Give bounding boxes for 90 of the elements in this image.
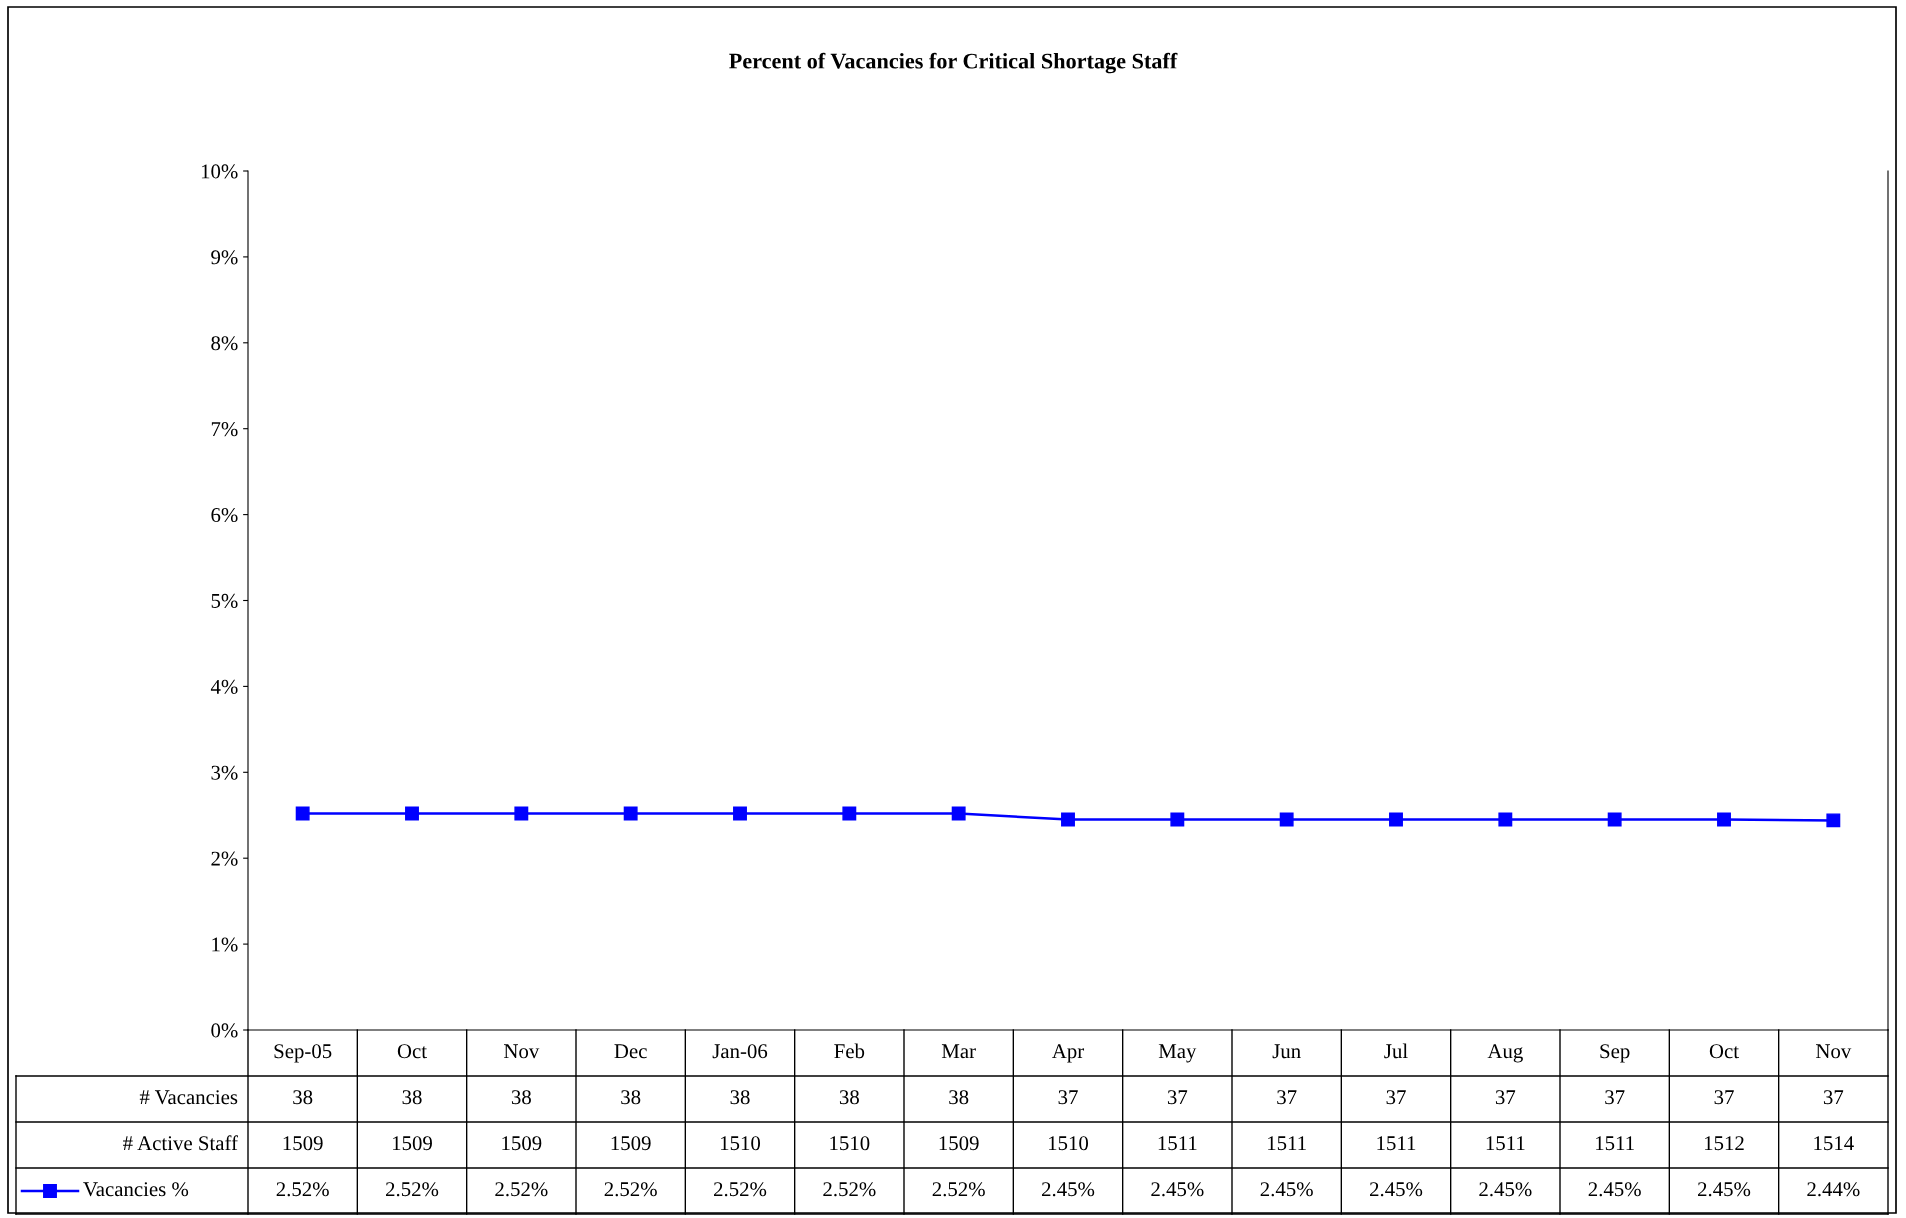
y-tick-label: 2% bbox=[211, 851, 238, 866]
data-label: 2.52% bbox=[932, 1182, 985, 1197]
text: # Vacancies bbox=[139, 1090, 238, 1105]
x-tick-label: Feb bbox=[834, 1043, 865, 1059]
text: 37 bbox=[1495, 1090, 1516, 1105]
y-tick-label: 3% bbox=[211, 765, 238, 780]
data-label: 2.52% bbox=[823, 1182, 876, 1197]
data-label: 2.52% bbox=[495, 1182, 548, 1197]
x-tick-label: Nov bbox=[503, 1044, 540, 1059]
x-tick-label: Oct bbox=[1709, 1044, 1739, 1059]
point bbox=[733, 806, 747, 821]
text: 37 bbox=[1277, 1090, 1297, 1105]
y-tick-label: 8% bbox=[211, 336, 238, 351]
x-tick-label: Jun bbox=[1272, 1044, 1301, 1059]
data-label: 2.45% bbox=[1588, 1182, 1641, 1197]
text: 38 bbox=[730, 1090, 750, 1105]
point bbox=[1717, 812, 1731, 827]
text: 1511 bbox=[1486, 1136, 1525, 1151]
y-tick-label: 5% bbox=[211, 593, 238, 608]
point bbox=[1826, 813, 1841, 828]
text: 38 bbox=[511, 1090, 531, 1105]
data-label: 2.52% bbox=[386, 1182, 439, 1197]
y-tick-label: 6% bbox=[211, 507, 238, 523]
text: 37 bbox=[1386, 1090, 1406, 1105]
text: 37 bbox=[1058, 1090, 1078, 1105]
text: 1510 bbox=[830, 1136, 870, 1151]
point bbox=[514, 806, 529, 821]
text: 1509 bbox=[502, 1136, 542, 1151]
x-tick-label: May bbox=[1158, 1044, 1197, 1063]
text: 1511 bbox=[1158, 1136, 1197, 1151]
text: 1510 bbox=[1049, 1136, 1089, 1151]
text: 1511 bbox=[1268, 1136, 1306, 1151]
text: # Active Staff bbox=[123, 1135, 238, 1151]
text: 1510 bbox=[721, 1136, 761, 1151]
x-tick-label: Jul bbox=[1384, 1043, 1408, 1059]
data-label: 2.45% bbox=[1370, 1182, 1423, 1197]
x-tick-label: Sep bbox=[1600, 1044, 1630, 1063]
y-tick-label: 9% bbox=[211, 250, 238, 265]
data-label: 2.52% bbox=[714, 1182, 767, 1197]
point bbox=[1170, 812, 1185, 827]
text: 1514 bbox=[1814, 1136, 1854, 1151]
y-tick-label: 1% bbox=[212, 937, 238, 952]
y-tick-label: 4% bbox=[210, 679, 238, 694]
text: 1509 bbox=[611, 1136, 651, 1151]
x-tick-label: Aug bbox=[1487, 1044, 1523, 1063]
text: 1511 bbox=[1596, 1136, 1634, 1151]
text: 1509 bbox=[939, 1136, 979, 1151]
data-label: 2.45% bbox=[1042, 1182, 1095, 1197]
x-tick-label: Sep-05 bbox=[274, 1044, 332, 1063]
point bbox=[1389, 812, 1403, 827]
text: 37 bbox=[1823, 1090, 1844, 1105]
text: 1509 bbox=[393, 1136, 432, 1151]
data-label: 2.52% bbox=[604, 1182, 657, 1197]
point bbox=[1061, 812, 1075, 827]
point bbox=[951, 806, 966, 821]
text: 38 bbox=[839, 1090, 859, 1105]
point bbox=[1607, 812, 1622, 827]
y-tick-label: 10% bbox=[201, 164, 238, 179]
point bbox=[1498, 812, 1513, 827]
x-tick-label: Apr bbox=[1052, 1044, 1085, 1063]
chart-title: Percent of Vacancies for Critical Shortage Staff bbox=[729, 52, 1178, 74]
point bbox=[842, 806, 857, 821]
data-label: 2.52% bbox=[276, 1182, 329, 1197]
point bbox=[1279, 812, 1294, 827]
point bbox=[295, 806, 310, 821]
text: 1512 bbox=[1705, 1136, 1744, 1151]
point bbox=[405, 806, 419, 821]
text: 1511 bbox=[1377, 1136, 1416, 1151]
text: 38 bbox=[293, 1090, 313, 1105]
x-tick-label: Dec bbox=[614, 1044, 647, 1059]
data-label: 2.44% bbox=[1807, 1182, 1860, 1197]
y-tick-label: 7% bbox=[211, 422, 238, 437]
text: 1509 bbox=[283, 1136, 323, 1151]
x-tick-label: Oct bbox=[397, 1044, 427, 1059]
data-label: 2.45% bbox=[1698, 1182, 1751, 1197]
y-tick-label: 0% bbox=[211, 1023, 238, 1038]
text: 38 bbox=[621, 1090, 641, 1105]
x-tick-label: Nov bbox=[1815, 1044, 1852, 1059]
text: 37 bbox=[1605, 1090, 1625, 1105]
text: 37 bbox=[1167, 1090, 1188, 1105]
data-label: 2.45% bbox=[1151, 1182, 1204, 1197]
text: 38 bbox=[402, 1090, 422, 1105]
legend-label: Vacancies % bbox=[83, 1182, 189, 1197]
point bbox=[623, 806, 638, 821]
data-label: 2.45% bbox=[1260, 1182, 1313, 1197]
x-tick-label: Jan-06 bbox=[712, 1044, 768, 1059]
x-tick-label: Mar bbox=[941, 1044, 976, 1059]
text: 37 bbox=[1714, 1090, 1734, 1105]
text: 38 bbox=[949, 1090, 969, 1105]
data-label: 2.45% bbox=[1479, 1182, 1532, 1197]
